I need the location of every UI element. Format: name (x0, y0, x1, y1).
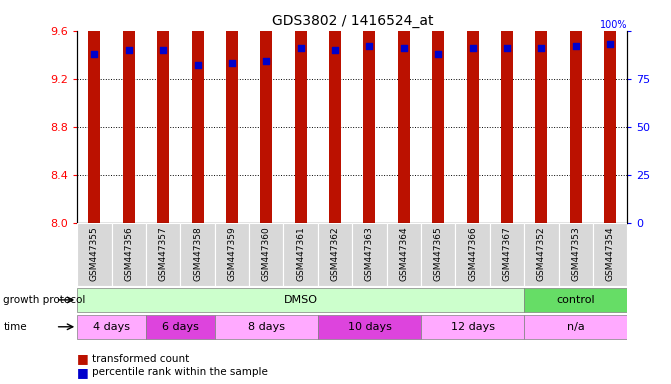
Text: GSM447367: GSM447367 (503, 226, 511, 281)
Bar (283, 223, 318, 286)
Bar (215, 315, 318, 339)
Point (467, 45, 478, 51)
Bar (524, 288, 627, 312)
Bar (318, 315, 421, 339)
Point (536, 45, 547, 51)
Bar (432, 0, 444, 223)
Text: ■: ■ (77, 366, 93, 379)
Bar (318, 223, 352, 286)
Bar (466, 0, 478, 223)
Text: 10 days: 10 days (348, 322, 391, 332)
Bar (352, 223, 386, 286)
Bar (501, 0, 513, 223)
Bar (226, 0, 238, 223)
Point (502, 45, 513, 51)
Bar (535, 0, 548, 223)
Text: 12 days: 12 days (451, 322, 495, 332)
Point (295, 45, 306, 51)
Bar (524, 315, 627, 339)
Text: GSM447359: GSM447359 (227, 226, 236, 281)
Text: time: time (3, 322, 27, 332)
Bar (421, 315, 524, 339)
Text: GSM447354: GSM447354 (606, 226, 615, 281)
Bar (249, 223, 283, 286)
Bar (89, 0, 101, 223)
Point (329, 47, 340, 53)
Bar (386, 223, 421, 286)
Bar (398, 0, 410, 223)
Text: percentile rank within the sample: percentile rank within the sample (92, 367, 268, 377)
Bar (329, 0, 341, 223)
Text: ■: ■ (77, 353, 93, 366)
Bar (559, 223, 593, 286)
Point (227, 60, 238, 66)
Text: GSM447356: GSM447356 (124, 226, 134, 281)
Bar (570, 0, 582, 223)
Bar (490, 223, 524, 286)
Text: DMSO: DMSO (284, 295, 317, 305)
Bar (77, 288, 524, 312)
Point (433, 51, 444, 57)
Text: n/a: n/a (567, 322, 584, 332)
Bar (456, 223, 490, 286)
Text: 8 days: 8 days (248, 322, 285, 332)
Bar (77, 223, 111, 286)
Bar (295, 0, 307, 223)
Text: GSM447362: GSM447362 (331, 226, 340, 281)
Text: control: control (556, 295, 595, 305)
Text: GSM447363: GSM447363 (365, 226, 374, 281)
Bar (593, 223, 627, 286)
Bar (146, 223, 180, 286)
Bar (157, 0, 169, 223)
Text: GSM447366: GSM447366 (468, 226, 477, 281)
Bar (146, 315, 215, 339)
Point (192, 62, 203, 68)
Bar (364, 0, 376, 223)
Bar (604, 0, 616, 223)
Bar (421, 223, 456, 286)
Text: 100%: 100% (600, 20, 627, 30)
Text: GSM447364: GSM447364 (399, 226, 409, 281)
Point (261, 58, 272, 65)
Bar (77, 315, 146, 339)
Text: GSM447365: GSM447365 (433, 226, 443, 281)
Point (364, 43, 375, 49)
Text: GSM447353: GSM447353 (571, 226, 580, 281)
Bar (260, 0, 272, 223)
Text: transformed count: transformed count (92, 354, 189, 364)
Text: growth protocol: growth protocol (3, 295, 86, 305)
Bar (191, 0, 203, 223)
Text: 4 days: 4 days (93, 322, 130, 332)
Point (123, 47, 134, 53)
Text: GSM447355: GSM447355 (90, 226, 99, 281)
Point (158, 47, 168, 53)
Bar (215, 223, 249, 286)
Point (605, 41, 615, 47)
Bar (123, 0, 135, 223)
Text: GSM447357: GSM447357 (158, 226, 168, 281)
Point (399, 45, 409, 51)
Text: GSM447358: GSM447358 (193, 226, 202, 281)
Text: GSM447361: GSM447361 (296, 226, 305, 281)
Bar (180, 223, 215, 286)
Text: GSM447352: GSM447352 (537, 226, 546, 281)
Bar (524, 223, 558, 286)
Point (89, 51, 100, 57)
Title: GDS3802 / 1416524_at: GDS3802 / 1416524_at (272, 14, 433, 28)
Text: GSM447360: GSM447360 (262, 226, 271, 281)
Point (570, 43, 581, 49)
Bar (111, 223, 146, 286)
Text: 6 days: 6 days (162, 322, 199, 332)
